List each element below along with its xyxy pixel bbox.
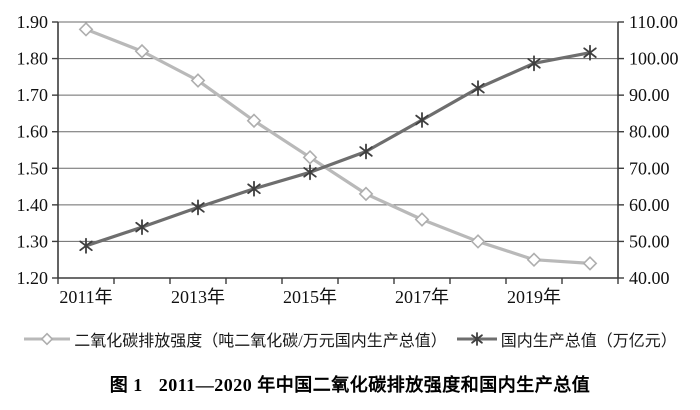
x-axis-tick-label: 2015年 [283,287,337,307]
x-axis-tick-label: 2011年 [59,287,112,307]
diamond-marker [358,186,374,202]
asterisk-marker [583,44,597,61]
diamond-marker [414,212,430,227]
diamond-line-legend-icon [24,332,71,346]
diamond-marker [40,332,54,346]
left-axis-tick-label: 1.60 [17,122,49,142]
left-axis-tick-label: 1.20 [17,268,49,288]
right-axis-tick-label: 110.00 [629,12,678,32]
diamond-marker [134,43,150,59]
right-axis-tick-label: 70.00 [629,158,670,178]
asterisk-marker [471,80,485,97]
x-axis-tick-label: 2019年 [507,287,561,307]
asterisk-line-legend-icon [456,332,497,346]
left-axis-tick-label: 1.30 [17,231,49,251]
right-axis-tick-label: 90.00 [629,85,670,105]
right-axis-tick-label: 80.00 [629,122,670,142]
left-axis-tick-label: 1.50 [17,158,49,178]
asterisk-marker [415,112,429,128]
right-axis-tick-label: 50.00 [629,231,670,251]
series-line-0 [84,27,592,265]
diamond-marker [526,252,542,268]
legend-item-gdp: 国内生产总值（万亿元） [456,327,677,351]
asterisk-marker [79,237,93,254]
diamond-marker [302,149,318,165]
diamond-marker [470,234,486,249]
line-chart-svg: 1.20 1.30 1.40 1.50 1.60 1.70 1.80 1.90 40.00 50.… [17,12,679,307]
diamond-marker [190,73,206,88]
asterisk-marker [303,164,317,181]
asterisk-marker [247,180,261,197]
left-axis-tick-label: 1.40 [17,195,49,215]
right-axis-tick-label: 60.00 [629,195,670,215]
figure-caption-text: 2011—2020 年中国二氧化碳排放强度和国内生产总值 [158,375,591,395]
asterisk-marker [527,55,541,72]
x-axis-tick-label: 2013年 [171,287,225,307]
diamond-marker [78,21,94,37]
chart-legend: 二氧化碳排放强度（吨二氧化碳/万元国内生产总值） 国内生产总值（万亿元） [0,327,700,351]
left-axis-tick-label: 1.80 [17,49,49,69]
asterisk-marker [191,199,205,216]
figure-caption: 图 1 2011—2020 年中国二氧化碳排放强度和国内生产总值 [0,371,700,397]
right-axis-tick-label: 40.00 [629,268,670,288]
asterisk-marker [135,219,149,236]
figure-caption-number: 图 1 [109,375,143,395]
left-axis-tick-label: 1.90 [17,12,49,32]
right-axis-tick-label: 100.00 [629,49,679,69]
x-axis-tick-label: 2017年 [395,287,449,307]
asterisk-marker [359,143,373,160]
diamond-marker [582,256,598,271]
diamond-marker [246,113,262,129]
legend-label-gdp: 国内生产总值（万亿元） [500,333,677,350]
left-axis-tick-label: 1.70 [17,85,49,105]
asterisk-marker [470,332,483,346]
series-line-1 [84,51,592,248]
legend-label-co2-intensity: 二氧化碳排放强度（吨二氧化碳/万元国内生产总值） [74,333,447,350]
legend-item-co2-intensity: 二氧化碳排放强度（吨二氧化碳/万元国内生产总值） [23,327,447,351]
